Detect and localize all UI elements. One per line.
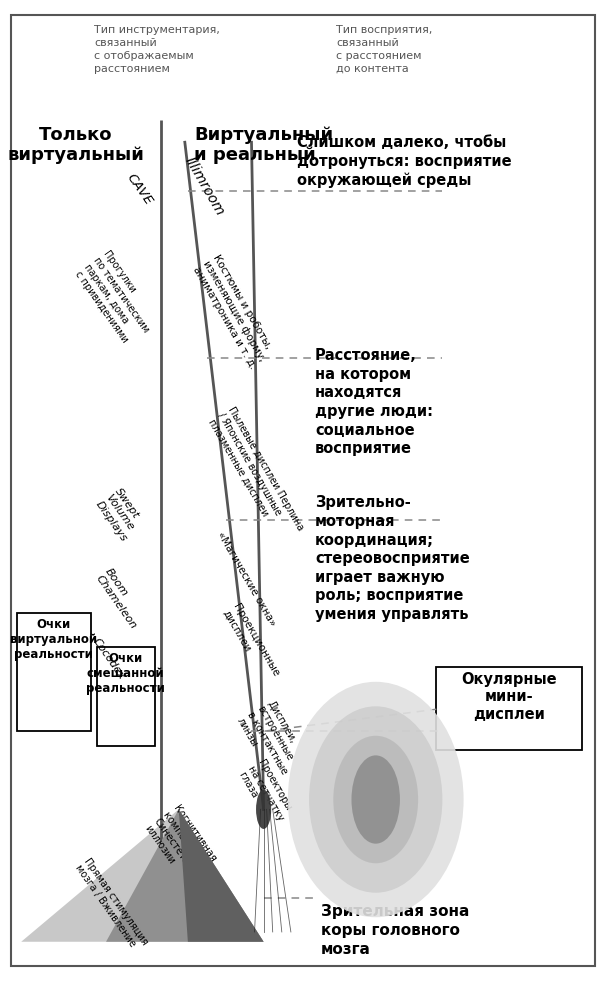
Text: Пылевые дисплеи Перлина
/ Японские воздушные
плазменные дисплеи: Пылевые дисплеи Перлина / Японские возду… [206, 405, 305, 544]
Ellipse shape [256, 790, 271, 829]
Text: Когнитивная
компенсация /
Синестетические
иллюзии: Когнитивная компенсация / Синестетически… [142, 803, 231, 903]
Text: Окулярные
мини-
дисплеи: Окулярные мини- дисплеи [461, 672, 557, 722]
Text: Cocodex: Cocodex [91, 637, 127, 682]
Text: Прямая стимуляция
мозга / Вживление: Прямая стимуляция мозга / Вживление [73, 855, 150, 954]
Ellipse shape [351, 755, 400, 844]
Text: Проекционные
дисплеи: Проекционные дисплеи [221, 602, 281, 685]
Text: Зрительная зона
коры головного
мозга: Зрительная зона коры головного мозга [321, 904, 470, 956]
Text: Illimroom: Illimroom [182, 155, 227, 219]
Text: Тип восприятия,
связанный
с расстоянием
до контента: Тип восприятия, связанный с расстоянием … [336, 25, 433, 75]
Polygon shape [106, 809, 264, 942]
Text: Swept
Volume
Displays: Swept Volume Displays [94, 487, 148, 543]
Text: Виртуальный
и реальный: Виртуальный и реальный [194, 126, 333, 165]
Text: Зрительно-
моторная
координация;
стереовосприятие
играет важную
роль; восприятие: Зрительно- моторная координация; стереов… [315, 495, 470, 622]
FancyBboxPatch shape [17, 613, 91, 731]
Text: «Магические окна»: «Магические окна» [215, 530, 278, 628]
Text: Дисплеи,
встроенные
в контактные
линзы: Дисплеи, встроенные в контактные линзы [235, 698, 309, 782]
Text: Только
виртуальный: Только виртуальный [7, 126, 144, 165]
Text: Проекторы
на сетчатку
глаза: Проекторы на сетчатку глаза [236, 758, 296, 829]
Polygon shape [179, 809, 264, 942]
Polygon shape [21, 809, 264, 942]
FancyBboxPatch shape [436, 667, 582, 750]
FancyBboxPatch shape [97, 647, 155, 746]
Ellipse shape [288, 682, 464, 917]
Text: Boom
Chameleon: Boom Chameleon [94, 566, 148, 631]
Text: Расстояние,
на котором
находятся
другие люди:
социальное
восприятие: Расстояние, на котором находятся другие … [315, 348, 433, 456]
Text: Костюмы и роботы,
изменяющие форму,
аниматроника и т. д.: Костюмы и роботы, изменяющие форму, аним… [191, 253, 278, 371]
Ellipse shape [309, 706, 442, 893]
Text: Прогулки
по тематическим
паркам, дома
с привидениями: Прогулки по тематическим паркам, дома с … [73, 249, 161, 348]
Text: Очки
смешанной
реальности: Очки смешанной реальности [86, 652, 165, 696]
Text: Слишком далеко, чтобы
дотронуться: восприятие
окружающей среды: Слишком далеко, чтобы дотронуться: воспр… [297, 135, 511, 188]
Text: Тип инструментария,
связанный
с отображаемым
расстоянием: Тип инструментария, связанный с отобража… [94, 25, 220, 75]
Ellipse shape [333, 736, 418, 863]
Text: CAVE: CAVE [124, 171, 155, 207]
Text: Очки
виртуальной
реальности: Очки виртуальной реальности [10, 618, 98, 661]
